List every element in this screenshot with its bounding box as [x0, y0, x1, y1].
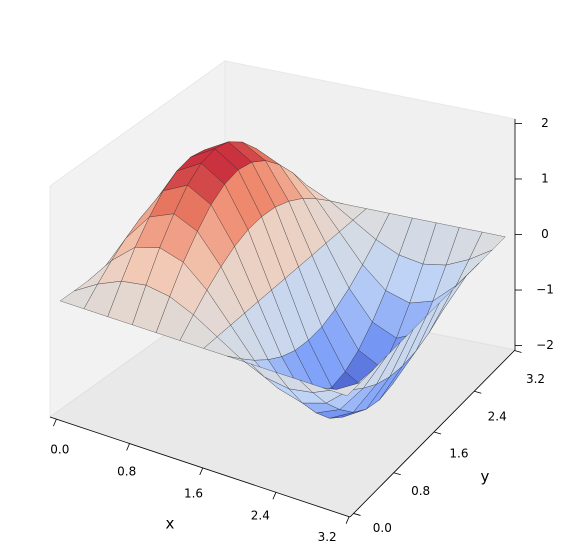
z-tick-label: −2 — [536, 338, 554, 352]
x-axis-label: x — [166, 515, 175, 533]
z-tick-label: 2 — [541, 116, 549, 130]
surface — [59, 141, 506, 419]
x-axis-line — [49, 416, 351, 518]
y-tick-label: 0.8 — [411, 484, 430, 498]
y-tick — [353, 513, 361, 516]
z-tick-label: 0 — [541, 227, 549, 241]
y-axis-line — [349, 349, 516, 518]
z-tick-label: −1 — [536, 283, 554, 297]
y-tick — [393, 472, 401, 476]
y-tick-label: 0.0 — [373, 521, 392, 535]
y-axis-label: y — [481, 468, 490, 486]
z-tick-label: 1 — [541, 171, 549, 185]
x-tick — [53, 418, 57, 427]
y-tick-label: 3.2 — [526, 372, 545, 386]
surface-patch — [323, 382, 361, 397]
x-tick-label: 2.4 — [251, 508, 270, 522]
x-tick-label: 0.0 — [50, 442, 69, 456]
x-tick-label: 0.8 — [117, 464, 136, 478]
x-tick-label: 1.6 — [184, 486, 203, 500]
x-tick — [345, 516, 350, 524]
y-tick — [474, 390, 482, 394]
x-tick — [126, 443, 130, 451]
x-tick — [272, 492, 277, 500]
y-tick-label: 2.4 — [488, 409, 507, 423]
y-tick-label: 1.6 — [449, 447, 468, 461]
x-tick — [199, 467, 204, 476]
x-tick-label: 3.2 — [318, 530, 337, 544]
y-tick — [514, 350, 522, 353]
y-tick — [433, 431, 442, 435]
